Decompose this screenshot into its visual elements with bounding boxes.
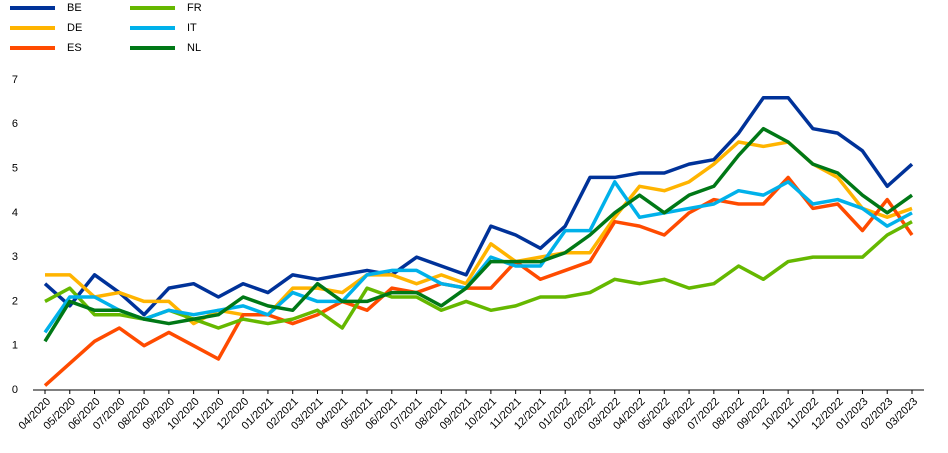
- y-tick-label: 2: [12, 295, 18, 307]
- legend-label: IT: [187, 22, 197, 34]
- y-tick-label: 6: [12, 118, 18, 130]
- legend-label: NL: [187, 42, 201, 54]
- series-line: [43, 126, 914, 343]
- series-line: [43, 95, 914, 317]
- y-tick-label: 3: [12, 251, 18, 263]
- y-tick-label: 0: [12, 384, 18, 396]
- legend-label: BE: [67, 2, 82, 14]
- y-tick-label: 5: [12, 162, 18, 174]
- series-line: [43, 180, 913, 334]
- series-line: [45, 140, 913, 326]
- y-tick-label: 1: [12, 340, 18, 352]
- series-line: [44, 220, 913, 330]
- y-tick-label: 7: [12, 74, 18, 86]
- series-line: [43, 175, 914, 387]
- legend-label: FR: [187, 2, 202, 14]
- y-tick-label: 4: [12, 207, 18, 219]
- legend-label: ES: [67, 42, 82, 54]
- legend-label: DE: [67, 22, 82, 34]
